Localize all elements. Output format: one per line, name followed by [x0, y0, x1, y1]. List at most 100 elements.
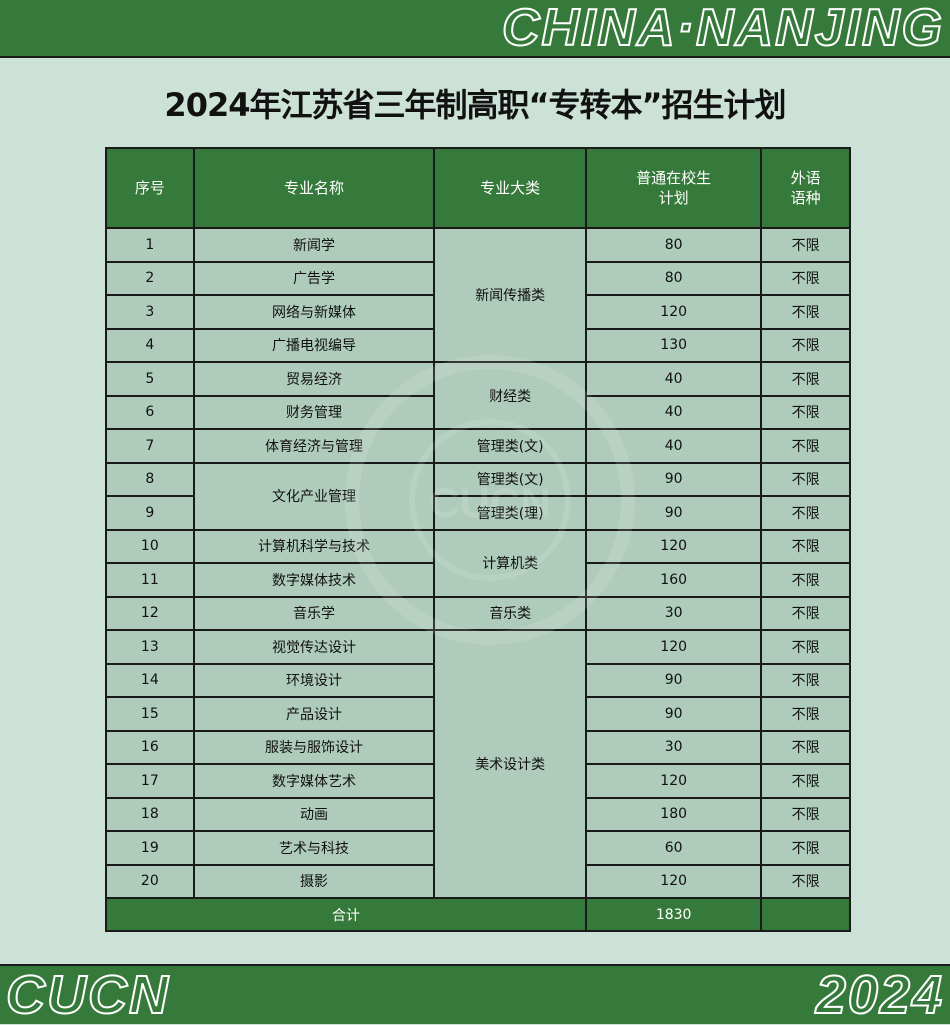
row-number: 6: [105, 394, 195, 430]
enrollment-plan: 90: [584, 461, 763, 497]
table-row: 6 财务管理 40 不限: [105, 394, 851, 430]
foreign-language: 不限: [760, 863, 851, 899]
row-number: 14: [105, 662, 195, 698]
major-name: 贸易经济: [192, 361, 436, 397]
table-row: 2 广告学 80 不限: [105, 260, 851, 296]
foreign-language: 不限: [760, 763, 851, 799]
enrollment-plan: 60: [584, 830, 763, 866]
column-header: 专业名称: [192, 147, 436, 229]
foreign-language: 不限: [760, 327, 851, 363]
foreign-language: 不限: [760, 461, 851, 497]
enrollment-plan: 30: [584, 729, 763, 765]
foreign-language: 不限: [760, 729, 851, 765]
table-row: 11 数字媒体技术 160 不限: [105, 562, 851, 598]
row-number: 1: [105, 227, 195, 263]
enrollment-plan: 160: [584, 562, 763, 598]
table-row: 13 视觉传达设计 美术设计类 120 不限: [105, 629, 851, 899]
major-name: 广播电视编导: [192, 327, 436, 363]
banner-school-abbr: CUCN: [5, 965, 170, 1025]
row-number: 4: [105, 327, 195, 363]
row-number: 8: [105, 461, 195, 497]
major-category: 管理类(理): [433, 495, 587, 531]
enrollment-plan: 120: [584, 763, 763, 799]
table-row: 5 贸易经济 财经类 40 不限: [105, 361, 851, 430]
foreign-language: 不限: [760, 595, 851, 631]
table-row: 1 新闻学 新闻传播类 80 不限: [105, 227, 851, 363]
total-row: 合计 1830: [105, 897, 851, 932]
table-row: 20 摄影 120 不限: [105, 863, 851, 899]
major-name: 数字媒体艺术: [192, 763, 436, 799]
foreign-language: 不限: [760, 629, 851, 665]
enrollment-plan: 90: [584, 495, 763, 531]
total-language: [760, 897, 851, 932]
major-name: 产品设计: [192, 696, 436, 732]
row-number: 19: [105, 830, 195, 866]
banner-location-text: CHINA·NANJING: [501, 0, 944, 57]
foreign-language: 不限: [760, 528, 851, 564]
enrollment-plan: 120: [584, 294, 763, 330]
banner-year: 2024: [815, 965, 944, 1025]
foreign-language: 不限: [760, 294, 851, 330]
enrollment-plan: 40: [584, 361, 763, 397]
table-row: 15 产品设计 90 不限: [105, 696, 851, 732]
table-header-row: 序号 专业名称 专业大类 普通在校生 计划 外语 语种: [105, 147, 851, 229]
foreign-language: 不限: [760, 260, 851, 296]
table-row: 7 体育经济与管理 管理类(文) 40 不限: [105, 428, 851, 464]
major-name: 服装与服饰设计: [192, 729, 436, 765]
major-name: 计算机科学与技术: [192, 528, 436, 564]
row-number: 16: [105, 729, 195, 765]
foreign-language: 不限: [760, 428, 851, 464]
row-number: 3: [105, 294, 195, 330]
top-banner: CHINA·NANJING: [0, 0, 950, 58]
major-name: 环境设计: [192, 662, 436, 698]
row-number: 9: [105, 495, 195, 531]
major-name: 艺术与科技: [192, 830, 436, 866]
enrollment-plan: 90: [584, 662, 763, 698]
column-header: 外语 语种: [760, 147, 851, 229]
foreign-language: 不限: [760, 394, 851, 430]
major-name: 财务管理: [192, 394, 436, 430]
column-header: 序号: [105, 147, 195, 229]
enrollment-plan-table: 序号 专业名称 专业大类 普通在校生 计划 外语 语种 1 新闻学 新闻传播类 80 不限 2 广告…: [105, 147, 851, 932]
enrollment-plan: 40: [584, 428, 763, 464]
column-header: 专业大类: [433, 147, 587, 229]
major-name: 广告学: [192, 260, 436, 296]
major-category: 音乐类: [433, 595, 587, 631]
foreign-language: 不限: [760, 227, 851, 263]
enrollment-plan: 80: [584, 260, 763, 296]
row-number: 7: [105, 428, 195, 464]
bottom-banner: CUCN 2024: [0, 964, 950, 1025]
row-number: 13: [105, 629, 195, 665]
enrollment-plan: 90: [584, 696, 763, 732]
major-category: 新闻传播类: [433, 227, 587, 363]
major-category: 财经类: [433, 361, 587, 430]
enrollment-plan: 180: [584, 796, 763, 832]
row-number: 10: [105, 528, 195, 564]
foreign-language: 不限: [760, 562, 851, 598]
major-name: 数字媒体技术: [192, 562, 436, 598]
table-row: 14 环境设计 90 不限: [105, 662, 851, 698]
row-number: 5: [105, 361, 195, 397]
enrollment-plan: 120: [584, 629, 763, 665]
major-name: 文化产业管理: [192, 461, 436, 531]
enrollment-plan: 40: [584, 394, 763, 430]
major-name: 音乐学: [192, 595, 436, 631]
total-label: 合计: [105, 897, 587, 932]
major-category: 管理类(文): [433, 461, 587, 497]
major-name: 网络与新媒体: [192, 294, 436, 330]
column-header: 普通在校生 计划: [584, 147, 763, 229]
enrollment-plan: 80: [584, 227, 763, 263]
enrollment-plan: 120: [584, 863, 763, 899]
row-number: 12: [105, 595, 195, 631]
major-name: 体育经济与管理: [192, 428, 436, 464]
table-row: 18 动画 180 不限: [105, 796, 851, 832]
enrollment-plan: 120: [584, 528, 763, 564]
table-row: 4 广播电视编导 130 不限: [105, 327, 851, 363]
major-name: 摄影: [192, 863, 436, 899]
table-row: 19 艺术与科技 60 不限: [105, 830, 851, 866]
row-number: 11: [105, 562, 195, 598]
major-name: 视觉传达设计: [192, 629, 436, 665]
row-number: 20: [105, 863, 195, 899]
row-number: 18: [105, 796, 195, 832]
foreign-language: 不限: [760, 495, 851, 531]
